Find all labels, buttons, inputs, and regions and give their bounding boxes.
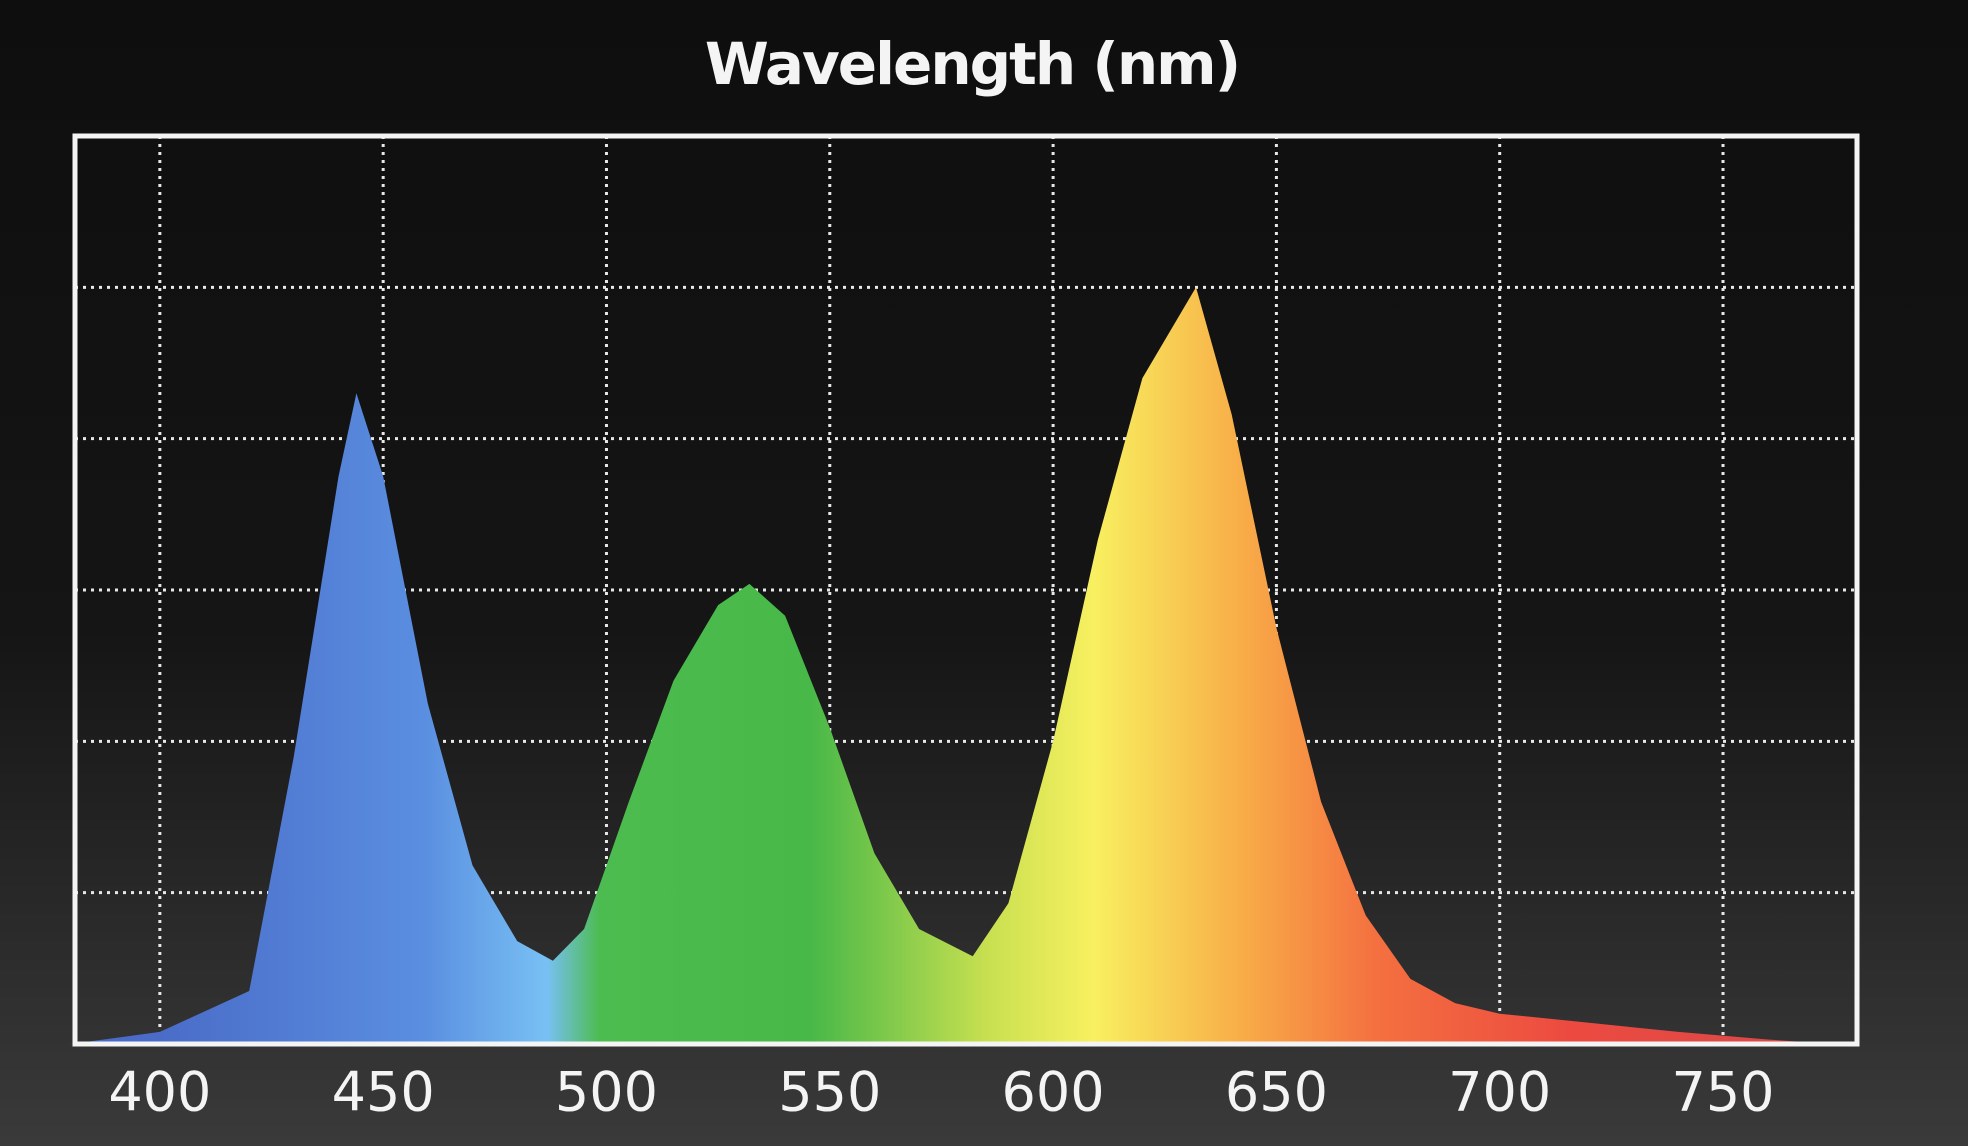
x-tick-label: 450 xyxy=(332,1061,435,1124)
chart-title: Wavelength (nm) xyxy=(705,30,1239,98)
x-tick-label: 650 xyxy=(1225,1061,1328,1124)
x-tick-label: 500 xyxy=(555,1061,658,1124)
x-tick-label: 700 xyxy=(1448,1061,1551,1124)
x-tick-label: 400 xyxy=(108,1061,211,1124)
x-tick-label: 600 xyxy=(1002,1061,1105,1124)
plot-frame xyxy=(72,133,1860,1047)
x-tick-label: 550 xyxy=(778,1061,881,1124)
x-tick-label: 750 xyxy=(1671,1061,1774,1124)
